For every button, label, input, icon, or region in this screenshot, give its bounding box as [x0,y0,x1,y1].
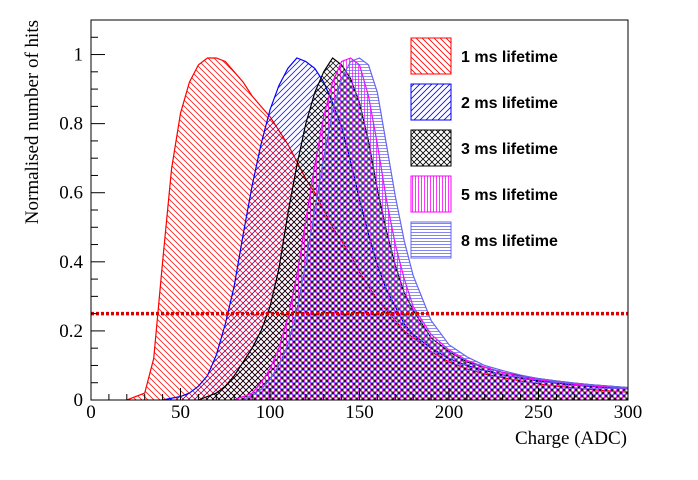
x-tick-label: 250 [524,402,553,423]
series-line-5 [242,57,628,400]
x-tick-label: 200 [435,402,464,423]
y-tick-label: 0.6 [59,183,83,204]
x-axis-label: Charge (ADC) [515,428,627,449]
legend-label-4: 5 ms lifetime [461,187,558,204]
legend-label-5: 8 ms lifetime [461,233,558,250]
y-tick-label: 0.8 [59,114,83,135]
legend-swatch-4 [410,175,452,213]
legend-label-1: 1 ms lifetime [461,49,558,66]
x-tick-label: 100 [256,402,285,423]
legend-swatch-2 [410,83,452,121]
legend-swatch-5 [410,221,452,259]
y-tick-label: 0 [74,390,84,411]
y-tick-label: 0.4 [59,252,83,273]
x-tick-label: 300 [614,402,643,423]
legend: 1 ms lifetime 2 ms lifetime 3 ms lifetime 5… [410,37,558,259]
x-tick-label: 0 [86,402,96,423]
y-axis-label: Normalised number of hits [22,20,43,224]
x-tick-label: 50 [171,402,190,423]
y-tick-label: 0.2 [59,321,83,342]
legend-swatch-3 [410,129,452,167]
x-tick-label: 150 [345,402,374,423]
x-axis-ticks: 0 50 100 150 200 250 300 [86,388,642,423]
series-area-5 [243,58,628,400]
legend-label-2: 2 ms lifetime [461,95,558,112]
y-tick-label: 1 [74,45,84,66]
legend-swatch-1 [410,37,452,75]
legend-label-3: 3 ms lifetime [461,141,558,158]
y-axis-ticks: 0 0.2 0.4 0.6 0.8 1 [59,36,105,411]
